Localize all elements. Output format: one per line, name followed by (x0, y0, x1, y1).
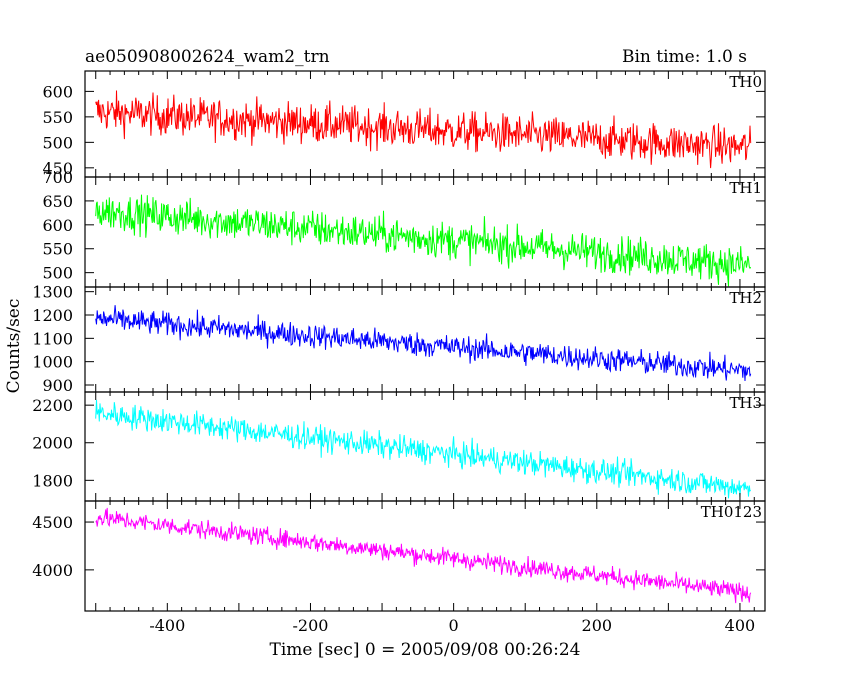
y-tick-label: 2000 (32, 434, 73, 453)
y-axis-label: Counts/sec (4, 299, 24, 394)
plot-title: ae050908002624_wam2_trn (85, 47, 330, 67)
x-tick-label: -400 (149, 616, 185, 635)
y-tick-label: 4500 (32, 513, 73, 532)
panel-label-th1: TH1 (729, 179, 762, 197)
series-line-th1 (95, 194, 752, 287)
series-line-th2 (95, 305, 752, 382)
panel-frame-th1 (84, 176, 766, 288)
panel-label-th2: TH2 (729, 289, 762, 307)
series-line-th0 (95, 90, 752, 169)
y-tick-label: 550 (42, 108, 73, 127)
x-tick-label: -200 (292, 616, 328, 635)
y-tick-label: 1000 (32, 353, 73, 372)
y-tick-label: 1800 (32, 471, 73, 490)
y-tick-label: 650 (42, 192, 73, 211)
x-tick-label: 0 (449, 616, 459, 635)
series-line-th3 (95, 399, 752, 499)
x-tick-label: 400 (725, 616, 756, 635)
panel-label-th0123: TH0123 (701, 503, 762, 521)
bin-time-label: Bin time: 1.0 s (622, 47, 747, 67)
y-tick-label: 900 (42, 376, 73, 395)
y-tick-label: 550 (42, 240, 73, 259)
y-tick-label: 2200 (32, 396, 73, 415)
panel-label-th0: TH0 (729, 73, 762, 91)
x-tick-label: 200 (582, 616, 613, 635)
panels-group: TH0 450 500 550 600 TH1 500 550 600 650 700 TH2 900 1… (32, 70, 766, 635)
panel-frame-th2 (84, 286, 766, 393)
y-tick-label: 1200 (32, 306, 73, 325)
panel-frame-th3 (84, 391, 766, 502)
y-tick-label: 450 (42, 159, 73, 178)
panel-label-th3: TH3 (729, 394, 762, 412)
series-line-th0123 (95, 507, 752, 604)
x-axis-label: Time [sec] 0 = 2005/09/08 00:26:24 (270, 640, 581, 660)
y-tick-label: 500 (42, 264, 73, 283)
y-tick-label: 600 (42, 216, 73, 235)
y-tick-label: 500 (42, 133, 73, 152)
y-tick-label: 600 (42, 82, 73, 101)
y-tick-label: 700 (42, 168, 73, 187)
y-tick-label: 1100 (32, 329, 73, 348)
y-tick-label: 1300 (32, 283, 73, 302)
y-tick-label: 4000 (32, 561, 73, 580)
